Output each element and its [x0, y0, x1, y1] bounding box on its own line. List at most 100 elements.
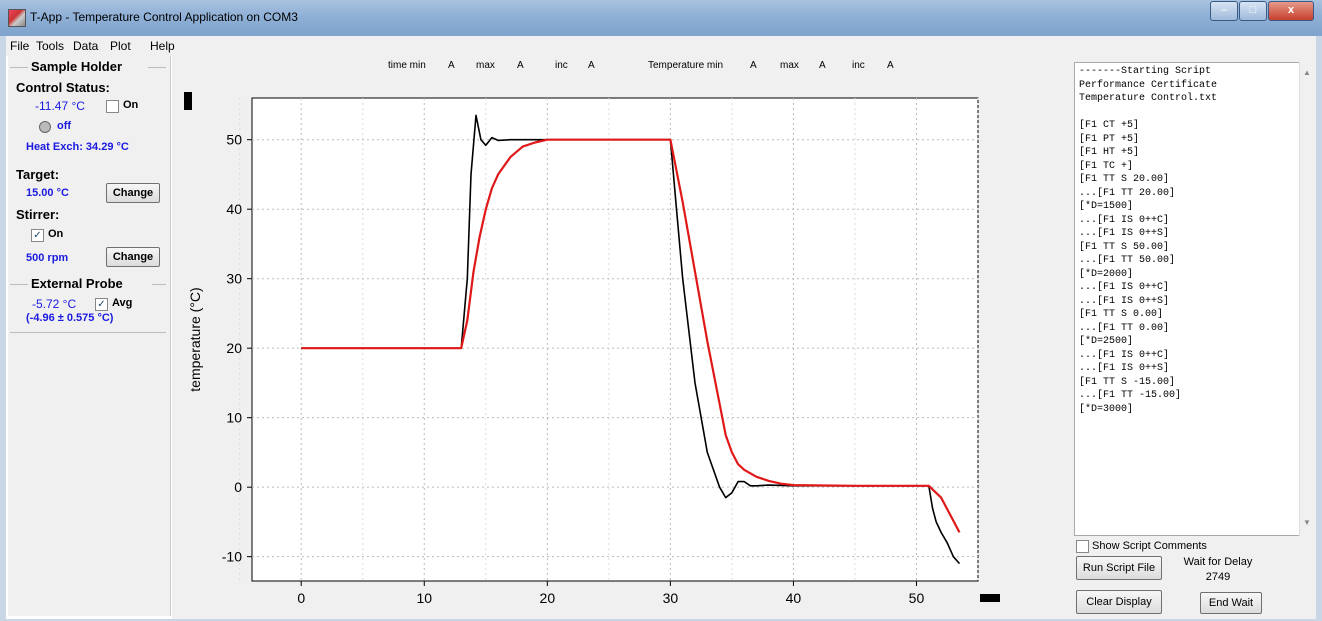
show-comments-label: Show Script Comments [1092, 540, 1207, 552]
menu-file[interactable]: File [10, 39, 30, 53]
script-line [1079, 106, 1297, 120]
script-line: [F1 TT S 20.00] [1079, 174, 1170, 185]
stirrer-change-button[interactable]: Change [106, 247, 160, 267]
state-label: off [57, 120, 72, 132]
menu-data[interactable]: Data [73, 39, 99, 53]
heat-exch-value: Heat Exch: 34.29 °C [26, 141, 129, 153]
script-line: Temperature Control.txt [1079, 93, 1218, 104]
temp-inc-label: inc [852, 60, 865, 71]
sample-holder-title: Sample Holder [31, 59, 123, 74]
temperature-chart: 0 10 20 30 40 50 -10 0 10 20 30 40 50 time (min) tempe… [187, 97, 979, 619]
x-scroll-marker[interactable] [980, 594, 1000, 602]
probe-temp: -5.72 °C [32, 297, 77, 311]
time-min-label: time min [388, 60, 426, 71]
end-wait-button[interactable]: End Wait [1200, 592, 1262, 614]
script-line: ...[F1 IS 0++C] [1079, 214, 1170, 226]
target-change-button[interactable]: Change [106, 183, 160, 203]
time-max-label: max [476, 60, 495, 71]
series-line-black [301, 114, 961, 565]
script-line: ...[F1 TT -15.00] [1079, 390, 1182, 401]
script-log: -------Starting Script Performance Certif… [1074, 62, 1302, 536]
script-line: Performance Certificate [1079, 79, 1218, 91]
time-min-auto-button[interactable]: A [448, 60, 455, 71]
y-tick-label: 30 [226, 271, 242, 287]
run-script-button[interactable]: Run Script File [1076, 556, 1162, 580]
y-tick-label: 40 [226, 201, 242, 217]
control-temp: -11.47 °C [35, 99, 85, 113]
stirrer-checkbox[interactable]: ✓ [31, 229, 44, 242]
time-max-auto-button[interactable]: A [517, 60, 524, 71]
menu-bar: File Tools Data Plot Help [6, 36, 1316, 56]
menu-plot[interactable]: Plot [110, 39, 131, 53]
target-value: 15.00 °C [26, 187, 69, 199]
x-tick-label: 0 [297, 590, 305, 606]
scroll-up-icon[interactable]: ▲ [1303, 68, 1311, 77]
on-checkbox[interactable] [106, 100, 119, 113]
avg-checkbox[interactable]: ✓ [95, 298, 108, 311]
x-tick-label: 10 [416, 590, 432, 606]
y-tick-label: 20 [226, 340, 242, 356]
script-line: ...[F1 IS 0++S] [1079, 363, 1170, 374]
menu-help[interactable]: Help [150, 39, 175, 53]
scroll-down-icon[interactable]: ▼ [1303, 518, 1311, 527]
x-tick-label: 20 [540, 590, 556, 606]
script-line: [F1 TT S -15.00] [1079, 376, 1176, 388]
status-indicator-icon [39, 121, 51, 133]
on-label: On [123, 99, 139, 111]
title-bar: T-App - Temperature Control Application … [0, 0, 1322, 36]
show-comments-checkbox[interactable] [1076, 540, 1089, 553]
app-client: File Tools Data Plot Help Sample Holder … [6, 36, 1316, 619]
temp-min-label: Temperature min [648, 60, 724, 71]
script-line: [*D=2000] [1079, 268, 1134, 280]
stirrer-speed: 500 rpm [26, 252, 69, 264]
y-tick-label: 50 [226, 132, 242, 148]
avg-value: (-4.96 ± 0.575 °C) [26, 312, 114, 324]
stirrer-on-label: On [48, 228, 64, 240]
series-line-red [301, 138, 961, 533]
temp-max-auto-button[interactable]: A [819, 60, 826, 71]
target-label: Target: [16, 167, 60, 182]
script-line: -------Starting Script [1079, 66, 1212, 77]
script-line: ...[F1 IS 0++S] [1079, 295, 1170, 307]
temp-inc-auto-button[interactable]: A [887, 60, 894, 71]
x-tick-label: 40 [786, 590, 802, 606]
y-tick-label: 10 [226, 410, 242, 426]
script-line: [F1 TT S 50.00] [1079, 241, 1170, 253]
script-line: [F1 PT +5] [1079, 133, 1140, 145]
plot-panel: time min A max A inc A Temperature min A… [172, 56, 1068, 619]
clear-display-button[interactable]: Clear Display [1076, 590, 1162, 614]
script-panel: -------Starting Script Performance Certif… [1068, 56, 1316, 619]
script-line: ...[F1 IS 0++S] [1079, 228, 1170, 239]
y-tick-label: -10 [222, 549, 242, 565]
x-tick-label: 30 [663, 590, 679, 606]
script-line: ...[F1 TT 50.00] [1079, 255, 1176, 266]
minimize-button[interactable]: – [1210, 1, 1238, 21]
plot-area [251, 97, 979, 582]
stirrer-label: Stirrer: [16, 207, 60, 222]
script-line: [F1 HT +5] [1079, 147, 1140, 158]
menu-tools[interactable]: Tools [36, 39, 65, 53]
y-tick-label: 0 [234, 479, 242, 495]
y-scroll-marker[interactable] [184, 92, 192, 110]
script-line: [*D=1500] [1079, 201, 1134, 212]
maximize-button[interactable]: □ [1239, 1, 1267, 21]
temp-min-auto-button[interactable]: A [750, 60, 757, 71]
script-scrollbar[interactable]: ▲ ▼ [1299, 62, 1314, 536]
time-inc-auto-button[interactable]: A [588, 60, 595, 71]
script-line: [*D=2500] [1079, 336, 1134, 347]
y-axis-label: temperature (°C) [187, 287, 203, 391]
script-line: [*D=3000] [1079, 403, 1134, 415]
x-axis-label: time (min) [584, 616, 646, 619]
wait-label: Wait for Delay [1183, 556, 1253, 568]
script-line: [F1 TT S 0.00] [1079, 309, 1164, 320]
avg-label: Avg [112, 297, 133, 309]
script-line: [F1 TC +] [1079, 160, 1134, 172]
temp-max-label: max [780, 60, 799, 71]
time-inc-label: inc [555, 60, 568, 71]
script-line: ...[F1 IS 0++C] [1079, 349, 1170, 361]
x-tick-label: 50 [909, 590, 925, 606]
script-line: ...[F1 TT 0.00] [1079, 322, 1170, 334]
script-line: [F1 CT +5] [1079, 120, 1140, 131]
close-button[interactable]: x [1268, 1, 1314, 21]
control-status-label: Control Status: [16, 80, 110, 95]
